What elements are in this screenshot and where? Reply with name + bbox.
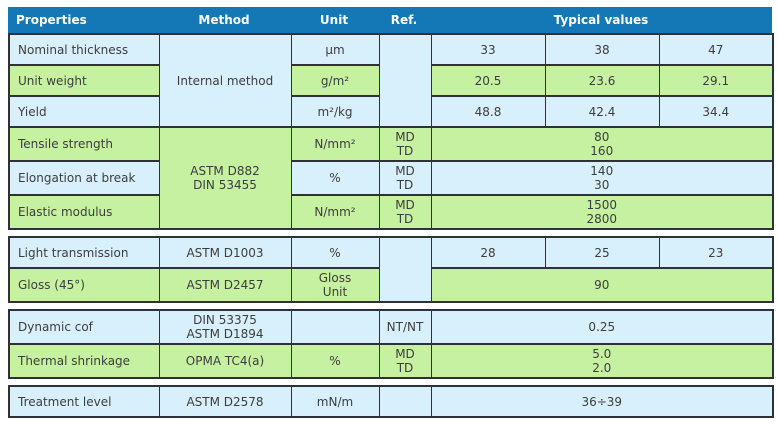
property-dynamic-cof: Dynamic cof bbox=[8, 309, 160, 345]
method-cell: ASTM D2457 bbox=[158, 267, 292, 303]
unit-cell: % bbox=[290, 160, 380, 196]
unit-cell: µm bbox=[290, 33, 380, 66]
value-cell: 29.1 bbox=[658, 64, 774, 97]
property-yield: Yield bbox=[8, 95, 160, 128]
property-elastic-modulus: Elastic modulus bbox=[8, 194, 160, 230]
header-method: Method bbox=[198, 13, 250, 27]
property-elongation-at-break: Elongation at break bbox=[8, 160, 160, 196]
value-cell: 90 bbox=[430, 267, 774, 303]
property-tensile-strength: Tensile strength bbox=[8, 126, 160, 162]
ref-md-td: MD TD bbox=[378, 343, 432, 379]
method-cell: ASTM D1003 bbox=[158, 236, 292, 269]
unit-cell: % bbox=[290, 343, 380, 379]
header-typical-values: Typical values bbox=[553, 13, 649, 27]
unit-cell: Gloss Unit bbox=[290, 267, 380, 303]
property-thermal-shrinkage: Thermal shrinkage bbox=[8, 343, 160, 379]
value-cell: 33 bbox=[430, 33, 546, 66]
ref-md-td: MD TD bbox=[378, 126, 432, 162]
method-cell: OPMA TC4(a) bbox=[158, 343, 292, 379]
section-treatment: Treatment level ASTM D2578 mN/m 36÷39 bbox=[8, 385, 775, 418]
table-header-row: Properties Method Unit Ref. Typical valu… bbox=[8, 7, 773, 33]
value-cell: 48.8 bbox=[430, 95, 546, 128]
value-cell: 0.25 bbox=[430, 309, 774, 345]
method-astm-d882: ASTM D882 DIN 53455 bbox=[158, 126, 292, 230]
value-cell: 36÷39 bbox=[430, 385, 774, 418]
unit-empty-cell bbox=[290, 309, 380, 345]
value-cell: 25 bbox=[544, 236, 660, 269]
ref-md-td: MD TD bbox=[378, 194, 432, 230]
value-cell: 23 bbox=[658, 236, 774, 269]
section-dimensional-mechanical: Nominal thickness Internal method µm 33 … bbox=[8, 33, 774, 230]
value-cell: 1500 2800 bbox=[430, 194, 774, 230]
value-cell: 23.6 bbox=[544, 64, 660, 97]
ref-nt-nt: NT/NT bbox=[378, 309, 432, 345]
ref-empty-cell bbox=[378, 385, 432, 418]
value-cell: 42.4 bbox=[544, 95, 660, 128]
header-ref: Ref. bbox=[390, 13, 418, 27]
unit-cell: m²/kg bbox=[290, 95, 380, 128]
ref-md-td: MD TD bbox=[378, 160, 432, 196]
section-optical: Light transmission ASTM D1003 % 28 25 23… bbox=[8, 236, 774, 303]
method-internal: Internal method bbox=[158, 33, 292, 128]
header-properties: Properties bbox=[16, 13, 87, 27]
unit-cell: mN/m bbox=[290, 385, 380, 418]
ref-empty-cell bbox=[378, 236, 432, 303]
unit-cell: g/m² bbox=[290, 64, 380, 97]
unit-cell: N/mm² bbox=[290, 126, 380, 162]
property-gloss: Gloss (45°) bbox=[8, 267, 160, 303]
value-cell: 28 bbox=[430, 236, 546, 269]
unit-cell: % bbox=[290, 236, 380, 269]
value-cell: 80 160 bbox=[430, 126, 774, 162]
value-cell: 20.5 bbox=[430, 64, 546, 97]
property-light-transmission: Light transmission bbox=[8, 236, 160, 269]
method-cell: DIN 53375 ASTM D1894 bbox=[158, 309, 292, 345]
value-cell: 34.4 bbox=[658, 95, 774, 128]
value-cell: 47 bbox=[658, 33, 774, 66]
method-cell: ASTM D2578 bbox=[158, 385, 292, 418]
value-cell: 5.0 2.0 bbox=[430, 343, 774, 379]
property-treatment-level: Treatment level bbox=[8, 385, 160, 418]
value-cell: 140 30 bbox=[430, 160, 774, 196]
property-nominal-thickness: Nominal thickness bbox=[8, 33, 160, 66]
value-cell: 38 bbox=[544, 33, 660, 66]
ref-empty-cell bbox=[378, 33, 432, 128]
unit-cell: N/mm² bbox=[290, 194, 380, 230]
header-unit: Unit bbox=[319, 13, 349, 27]
section-surface-shrinkage: Dynamic cof DIN 53375 ASTM D1894 NT/NT 0… bbox=[8, 309, 775, 379]
property-unit-weight: Unit weight bbox=[8, 64, 160, 97]
